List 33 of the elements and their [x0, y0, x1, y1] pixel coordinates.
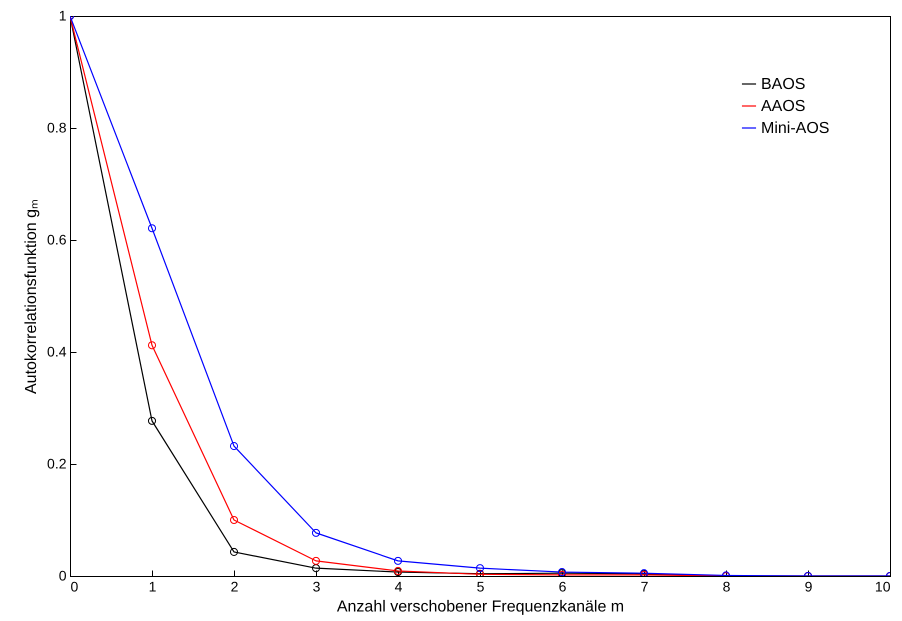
x-tick-label: 5: [476, 578, 485, 594]
y-tick-label: 0.4: [47, 344, 67, 360]
x-tick-label: 2: [230, 578, 239, 594]
x-axis-title: Anzahl verschobener Frequenzkanäle m: [336, 598, 624, 616]
x-tick-label: 10: [874, 578, 891, 594]
x-tick-label: 0: [70, 578, 78, 594]
point: [148, 341, 156, 350]
y-tick-label: 0.6: [47, 232, 67, 248]
x-tick-label: 6: [558, 578, 567, 594]
point: [148, 224, 156, 232]
x-tick-label: 3: [312, 578, 321, 594]
point: [312, 564, 320, 572]
point: [230, 516, 238, 524]
point: [312, 528, 320, 537]
point: [148, 416, 156, 425]
point: [230, 548, 238, 556]
y-axis-title: Autokorrelationsfunktion gₘ: [23, 199, 40, 394]
x-tick-label: 7: [640, 578, 649, 594]
y-tick-label: 0.2: [47, 456, 67, 472]
point: [476, 564, 484, 572]
x-tick-label: 1: [148, 578, 157, 594]
point: [312, 556, 320, 565]
x-tick-label: 8: [722, 578, 731, 594]
point: [394, 556, 402, 565]
point: [230, 442, 238, 450]
x-tick-label: 4: [394, 578, 403, 594]
y-tick-label: 0.8: [47, 120, 67, 136]
legend-label: AAOS: [761, 98, 806, 115]
legend-label: BAOS: [761, 76, 806, 93]
x-tick-label: 9: [804, 578, 813, 594]
y-tick-label: 1: [58, 8, 67, 24]
legend-label: Mini-AOS: [761, 120, 830, 137]
y-tick-label: 0: [58, 568, 67, 584]
